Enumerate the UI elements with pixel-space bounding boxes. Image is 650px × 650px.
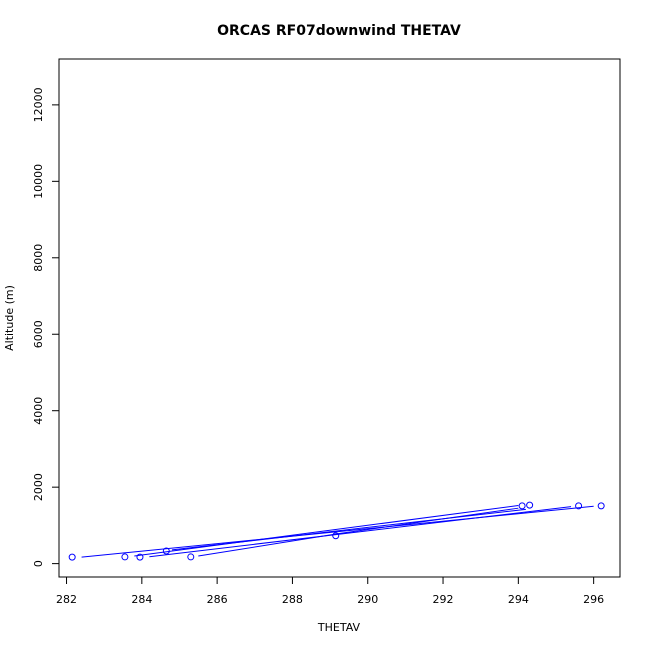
series-points: [68, 501, 605, 561]
data-point: [162, 547, 170, 555]
data-point: [518, 502, 526, 510]
y-axis: 0 2000 4000 6000 8000 10000 12000: [32, 87, 60, 567]
x-tick-label: 286: [207, 593, 228, 606]
data-point: [526, 501, 534, 509]
y-tick-label: 6000: [32, 320, 45, 348]
x-tick-label: 296: [583, 593, 604, 606]
x-tick-label: 294: [508, 593, 529, 606]
x-tick-label: 292: [433, 593, 454, 606]
series-line-segment: [171, 508, 526, 551]
data-point: [121, 553, 129, 561]
data-point: [187, 553, 195, 561]
chart-title: ORCAS RF07downwind THETAV: [217, 23, 461, 39]
data-point: [597, 502, 605, 510]
y-tick-label: 0: [32, 560, 45, 567]
y-tick-label: 10000: [32, 164, 45, 199]
series-line-segment: [134, 505, 519, 557]
series-line-segment: [198, 533, 338, 557]
series-line-segment: [149, 506, 572, 558]
y-tick-label: 12000: [32, 87, 45, 122]
data-point: [575, 502, 583, 510]
y-tick-label: 8000: [32, 244, 45, 272]
x-axis: 282 284 286 288 290 292 294 296: [56, 576, 604, 606]
x-axis-title: THETAV: [317, 621, 361, 634]
data-point: [68, 553, 76, 561]
y-axis-title: Altitude (m): [3, 285, 16, 351]
x-tick-label: 284: [131, 593, 152, 606]
x-tick-label: 288: [282, 593, 303, 606]
x-tick-label: 290: [357, 593, 378, 606]
data-point: [136, 553, 144, 561]
series-lines: [81, 505, 594, 558]
x-tick-label: 282: [56, 593, 77, 606]
plot-frame: [58, 58, 621, 578]
series-line-segment: [81, 505, 594, 558]
y-tick-label: 4000: [32, 397, 45, 425]
y-tick-label: 2000: [32, 473, 45, 501]
data-point: [332, 532, 340, 540]
